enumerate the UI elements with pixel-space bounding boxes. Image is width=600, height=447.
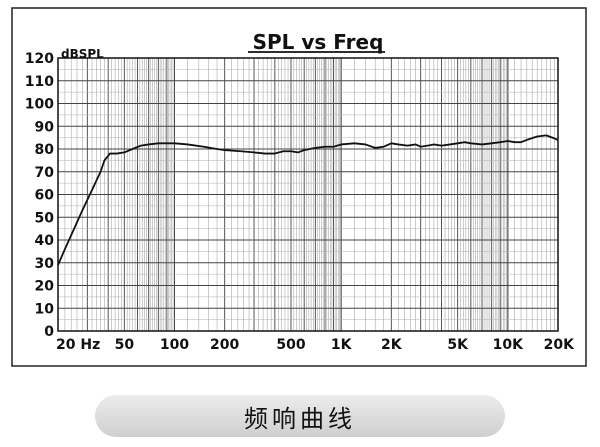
chart-title: SPL vs Freq <box>253 30 384 54</box>
y-tick-label: 10 <box>35 301 55 317</box>
y-tick-label: 110 <box>25 74 54 90</box>
y-tick-label: 120 <box>25 51 54 67</box>
caption-pill: 频响曲线 <box>95 395 505 437</box>
y-tick-labels: 0 10 20 30 40 50 60 70 80 90 100 110 120 <box>25 51 54 340</box>
y-tick-label: 40 <box>35 233 55 249</box>
y-tick-label: 60 <box>35 188 55 204</box>
x-tick-label: 20K <box>544 337 575 353</box>
y-tick-label: 100 <box>25 97 54 113</box>
grid-lines <box>57 57 559 332</box>
x-tick-label: 2K <box>381 337 403 353</box>
x-tick-label: 5K <box>447 337 469 353</box>
x-tick-label: 500 <box>276 337 305 353</box>
x-tick-label: 200 <box>210 337 239 353</box>
spl-frequency-chart: SPL vs Freq dBSPL 0102030405060708090100… <box>11 7 587 367</box>
y-tick-label: 30 <box>35 256 55 272</box>
spl-curve-line <box>57 134 559 266</box>
y-tick-label: 50 <box>35 210 55 226</box>
y-tick-label: 70 <box>35 165 55 181</box>
x-tick-label: 20 Hz <box>56 337 100 353</box>
chart-frame <box>11 7 587 367</box>
y-tick-label: 0 <box>44 324 54 340</box>
x-tick-labels: 20 Hz 50 100 200 500 1K 2K 5K 10K 20K <box>56 337 575 353</box>
x-tick-label: 100 <box>160 337 189 353</box>
x-tick-label: 1K <box>331 337 353 353</box>
plot-area-border <box>57 57 559 332</box>
x-tick-label: 50 <box>115 337 135 353</box>
caption-label: 频响曲线 <box>244 404 356 433</box>
y-tick-label: 20 <box>35 279 55 295</box>
x-tick-label: 10K <box>493 337 524 353</box>
y-tick-label: 80 <box>35 142 55 158</box>
series-layer <box>57 134 559 266</box>
y-tick-label: 90 <box>35 119 55 135</box>
